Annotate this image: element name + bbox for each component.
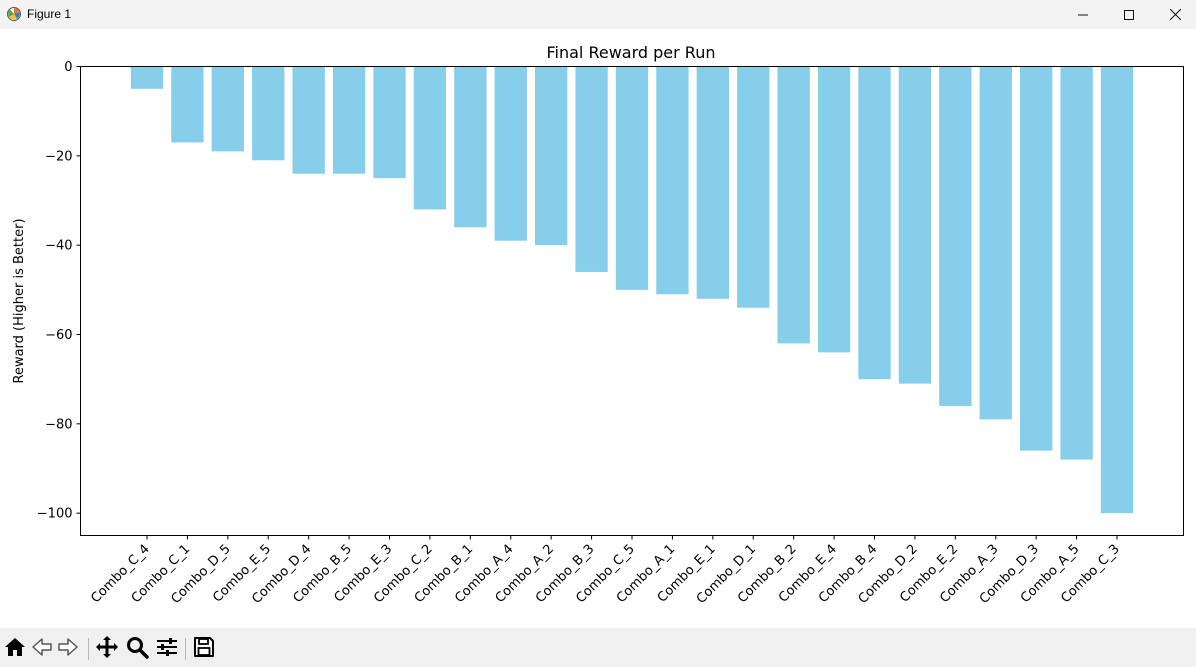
save-button[interactable] bbox=[192, 637, 216, 661]
bar-combo-b-2 bbox=[777, 66, 810, 344]
back-button[interactable] bbox=[30, 637, 54, 661]
close-button[interactable] bbox=[1152, 0, 1196, 29]
axes-frame bbox=[80, 66, 1184, 536]
back-arrow-icon bbox=[31, 636, 53, 662]
configure-subplots-button[interactable] bbox=[155, 637, 179, 661]
window-titlebar: Figure 1 bbox=[0, 0, 1196, 29]
bar-combo-b-1 bbox=[454, 66, 487, 228]
navigation-toolbar bbox=[0, 628, 1196, 667]
bar-combo-e-2 bbox=[939, 66, 972, 406]
y-tick-label: −40 bbox=[45, 239, 72, 254]
bar-combo-e-3 bbox=[373, 66, 406, 179]
bar-combo-e-1 bbox=[696, 66, 729, 299]
bar-combo-d-1 bbox=[737, 66, 770, 308]
bar-combo-c-3 bbox=[1100, 66, 1134, 514]
home-button[interactable] bbox=[3, 637, 27, 661]
bar-combo-a-3 bbox=[979, 66, 1012, 420]
figure-canvas: Final Reward per Run Reward (Higher is B… bbox=[0, 29, 1196, 628]
y-axis-ticks: 0 −20 −40 −60 −80 −100 bbox=[37, 60, 81, 522]
pan-button[interactable] bbox=[95, 635, 119, 663]
bar-combo-b-3 bbox=[575, 66, 608, 272]
bar-combo-e-5 bbox=[252, 66, 285, 161]
zoom-button[interactable] bbox=[125, 637, 149, 661]
bar-combo-c-4 bbox=[130, 66, 164, 89]
bar-combo-a-2 bbox=[535, 66, 568, 246]
bar-combo-d-3 bbox=[1020, 66, 1053, 451]
bars-group bbox=[130, 66, 1134, 514]
maximize-icon bbox=[1124, 9, 1134, 20]
window-title: Figure 1 bbox=[27, 7, 72, 21]
y-tick-label: −100 bbox=[37, 507, 73, 522]
forward-arrow-icon bbox=[57, 636, 79, 662]
forward-button[interactable] bbox=[56, 637, 80, 661]
minimize-icon bbox=[1078, 10, 1088, 20]
bar-combo-a-5 bbox=[1060, 66, 1093, 460]
bar-combo-d-2 bbox=[898, 66, 932, 384]
x-axis-ticks: Combo_C_4Combo_C_1Combo_D_5Combo_E_5Comb… bbox=[88, 535, 1123, 607]
bar-combo-c-5 bbox=[615, 66, 649, 290]
y-tick-label: 0 bbox=[64, 60, 72, 75]
minimize-button[interactable] bbox=[1060, 0, 1106, 29]
home-icon bbox=[4, 636, 26, 662]
toolbar-separator bbox=[185, 638, 186, 660]
y-tick-label: −80 bbox=[45, 417, 72, 432]
bar-chart: Final Reward per Run Reward (Higher is B… bbox=[12, 43, 1184, 607]
save-floppy-icon bbox=[193, 636, 215, 662]
bar-combo-c-2 bbox=[413, 66, 447, 210]
y-axis-label: Reward (Higher is Better) bbox=[12, 218, 27, 383]
chart-title: Final Reward per Run bbox=[547, 43, 716, 62]
maximize-button[interactable] bbox=[1106, 0, 1152, 29]
pan-move-icon bbox=[95, 635, 119, 663]
y-tick-label: −20 bbox=[45, 149, 72, 164]
bar-combo-d-4 bbox=[292, 66, 325, 174]
matplotlib-figure-icon bbox=[6, 6, 22, 22]
bar-combo-d-5 bbox=[211, 66, 244, 152]
bar-combo-e-4 bbox=[817, 66, 851, 353]
configure-subplots-icon bbox=[155, 635, 179, 663]
close-icon bbox=[1169, 9, 1181, 20]
toolbar-separator bbox=[88, 638, 89, 660]
bar-combo-b-4 bbox=[858, 66, 891, 380]
bar-combo-a-4 bbox=[494, 66, 527, 241]
bar-combo-b-5 bbox=[332, 66, 366, 174]
zoom-magnifier-icon bbox=[125, 635, 149, 663]
bar-combo-a-1 bbox=[656, 66, 689, 295]
y-tick-label: −60 bbox=[45, 328, 72, 343]
bar-combo-c-1 bbox=[171, 66, 204, 143]
